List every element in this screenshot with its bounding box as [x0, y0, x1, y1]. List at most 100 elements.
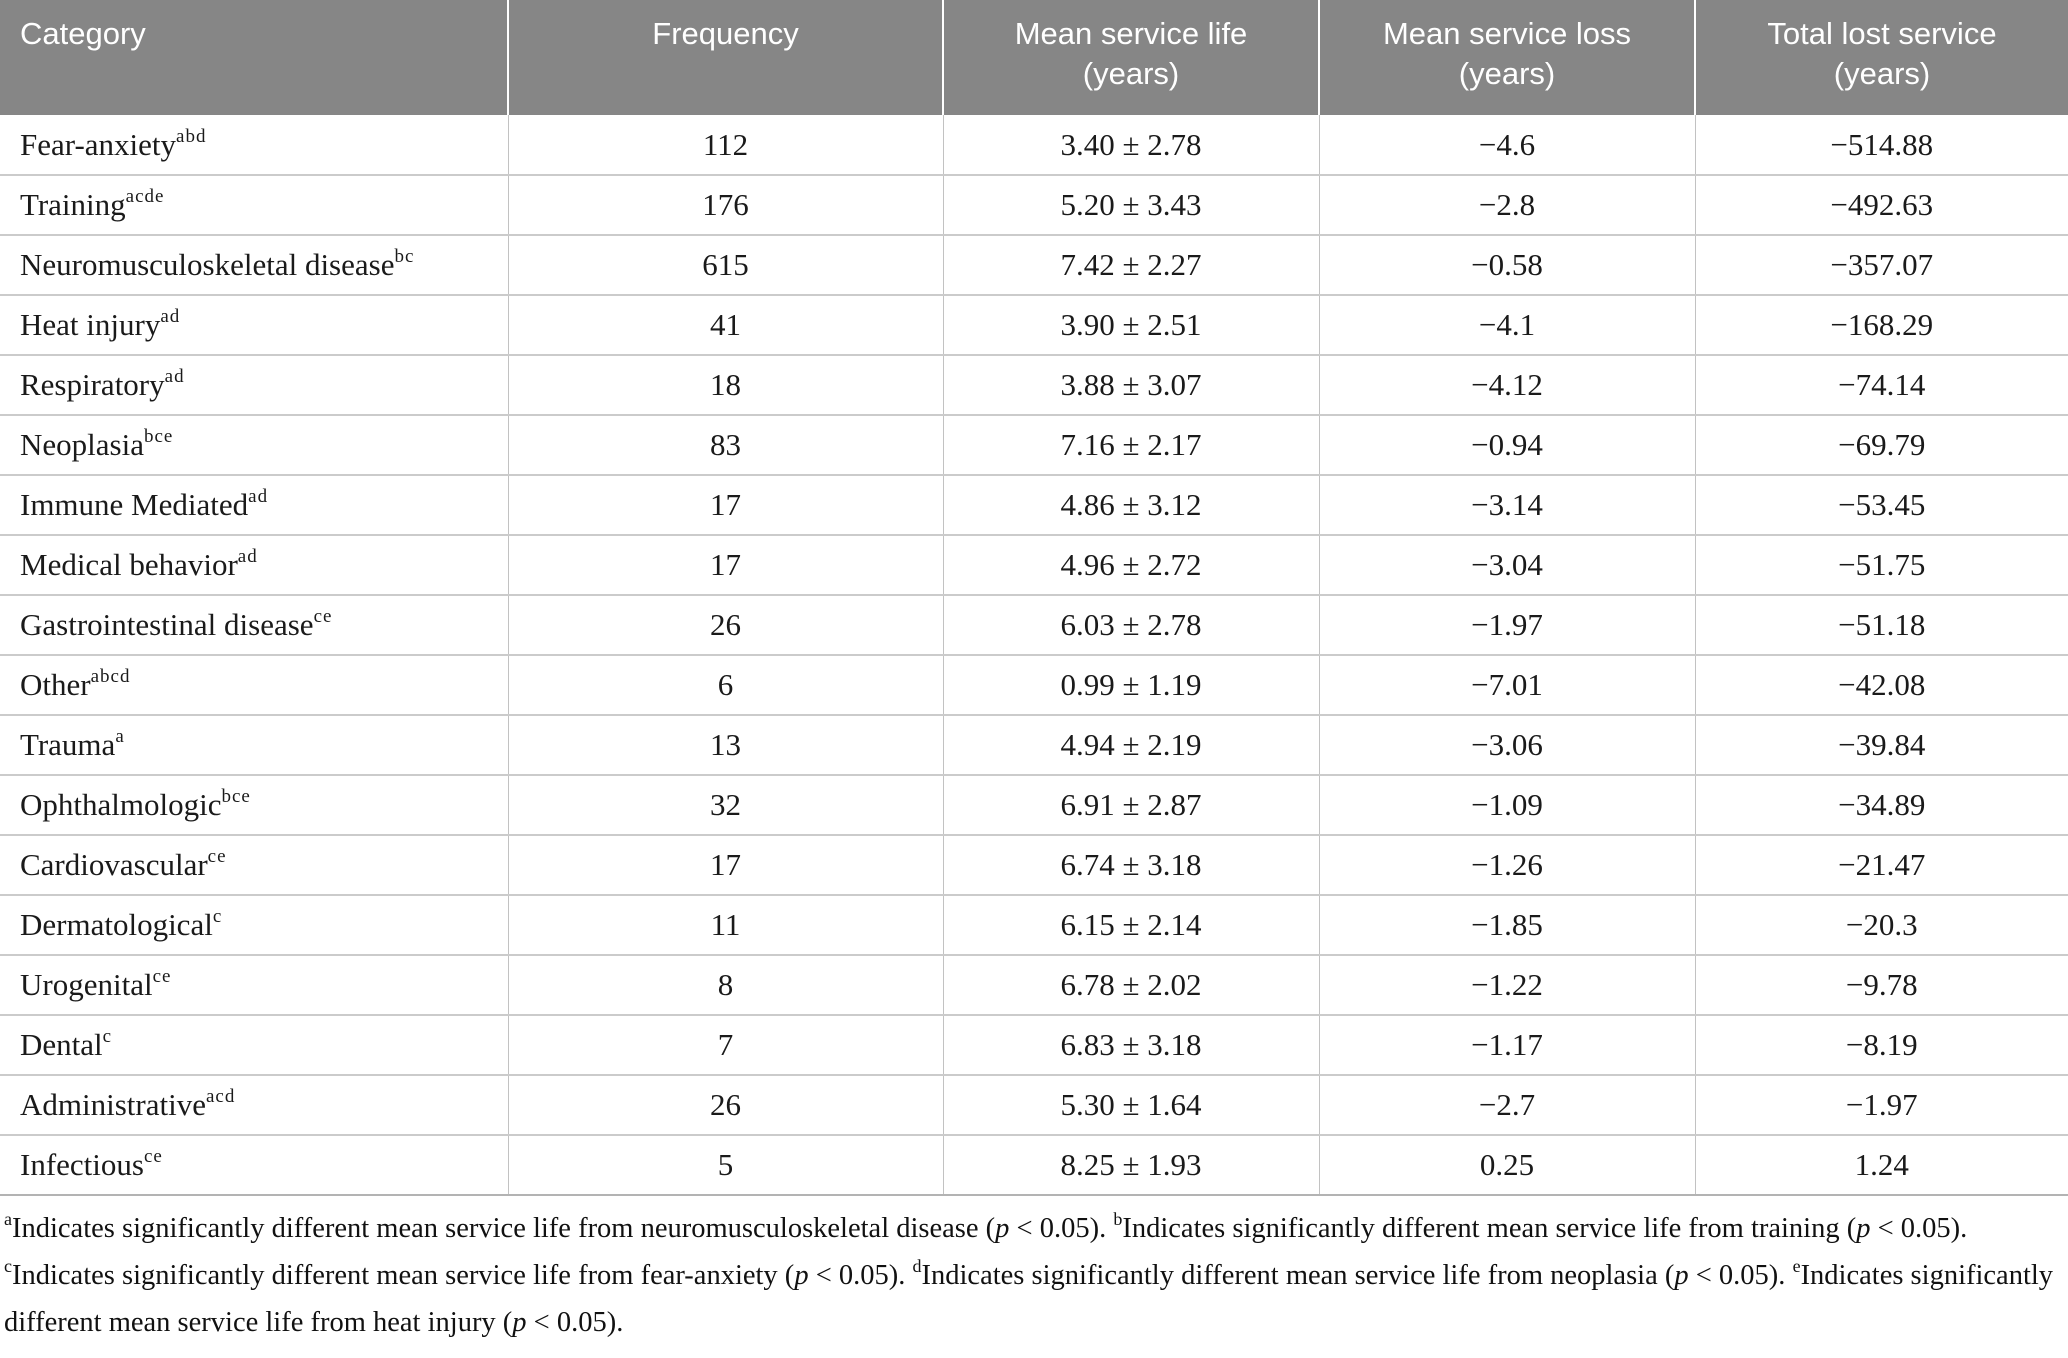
- cell-frequency: 5: [507, 1134, 943, 1196]
- cell-total_loss: −8.19: [1694, 1014, 2068, 1075]
- table-header-row: Category Frequency Mean service life (year…: [0, 0, 2068, 115]
- p-value-symbol: p: [1856, 1213, 1871, 1244]
- cell-category: Gastrointestinal diseasece: [0, 594, 508, 655]
- p-value-symbol: p: [512, 1307, 527, 1338]
- cell-mean_life: 6.74 ± 3.18: [942, 834, 1319, 895]
- cell-total_loss: −74.14: [1694, 354, 2068, 415]
- column-header-mean_life: Mean service life (years): [942, 0, 1319, 115]
- table-row: Respiratoryad 18 3.88 ± 3.07 −4.12 −74.14: [0, 354, 2068, 415]
- significance-markers: ce: [143, 1146, 163, 1167]
- cell-mean_life: 4.96 ± 2.72: [942, 534, 1319, 595]
- cell-category: Fear-anxietyabd: [0, 115, 508, 175]
- significance-markers: ad: [164, 366, 185, 387]
- cell-frequency: 7: [507, 1014, 943, 1075]
- cell-mean_loss: −1.17: [1318, 1014, 1695, 1075]
- table-body: Fear-anxietyabd 112 3.40 ± 2.78 −4.6 −514.88…: [0, 115, 2068, 1196]
- table-row: Administrativeacd 26 5.30 ± 1.64 −2.7 −1.97: [0, 1074, 2068, 1135]
- cell-frequency: 17: [507, 834, 943, 895]
- table-row: Fear-anxietyabd 112 3.40 ± 2.78 −4.6 −514.88: [0, 115, 2068, 175]
- cell-frequency: 13: [507, 714, 943, 775]
- cell-mean_life: 3.40 ± 2.78: [942, 115, 1319, 175]
- footnote-marker: d: [912, 1256, 922, 1276]
- cell-frequency: 6: [507, 654, 943, 715]
- cell-mean_life: 3.90 ± 2.51: [942, 294, 1319, 355]
- table-row: Medical behaviorad 17 4.96 ± 2.72 −3.04 −51.…: [0, 534, 2068, 595]
- cell-mean_life: 8.25 ± 1.93: [942, 1134, 1319, 1196]
- footnote-marker: e: [1792, 1256, 1801, 1276]
- significance-markers: bce: [143, 426, 174, 447]
- cell-mean_loss: −0.94: [1318, 414, 1695, 475]
- cell-mean_loss: −1.22: [1318, 954, 1695, 1015]
- cell-frequency: 41: [507, 294, 943, 355]
- cell-total_loss: −51.75: [1694, 534, 2068, 595]
- table-row: Immune Mediatedad 17 4.86 ± 3.12 −3.14 −53.4…: [0, 474, 2068, 535]
- cell-frequency: 11: [507, 894, 943, 955]
- table-row: Dentalc 7 6.83 ± 3.18 −1.17 −8.19: [0, 1014, 2068, 1075]
- cell-category: Cardiovascularce: [0, 834, 508, 895]
- cell-mean_loss: −1.09: [1318, 774, 1695, 835]
- footnote-marker: c: [4, 1256, 12, 1276]
- cell-mean_life: 4.86 ± 3.12: [942, 474, 1319, 535]
- cell-total_loss: −1.97: [1694, 1074, 2068, 1135]
- cell-mean_loss: −3.14: [1318, 474, 1695, 535]
- significance-markers: ce: [152, 966, 172, 987]
- cell-category: Immune Mediatedad: [0, 474, 508, 535]
- cell-mean_loss: −0.58: [1318, 234, 1695, 295]
- cell-mean_life: 5.20 ± 3.43: [942, 174, 1319, 235]
- cell-mean_life: 6.83 ± 3.18: [942, 1014, 1319, 1075]
- cell-frequency: 26: [507, 594, 943, 655]
- cell-category: Heat injuryad: [0, 294, 508, 355]
- p-value-symbol: p: [794, 1260, 809, 1291]
- cell-total_loss: −34.89: [1694, 774, 2068, 835]
- significance-markers: a: [115, 726, 125, 747]
- cell-category: Infectiousce: [0, 1134, 508, 1196]
- cell-mean_loss: −4.6: [1318, 115, 1695, 175]
- cell-category: Trainingacde: [0, 174, 508, 235]
- cell-mean_loss: −1.85: [1318, 894, 1695, 955]
- significance-markers: abd: [176, 125, 207, 147]
- cell-total_loss: −492.63: [1694, 174, 2068, 235]
- cell-category: Medical behaviorad: [0, 534, 508, 595]
- cell-frequency: 83: [507, 414, 943, 475]
- cell-mean_loss: −4.1: [1318, 294, 1695, 355]
- cell-total_loss: −42.08: [1694, 654, 2068, 715]
- footnote-marker: b: [1113, 1209, 1123, 1229]
- significance-markers: c: [212, 906, 223, 927]
- cell-mean_loss: −3.04: [1318, 534, 1695, 595]
- table-row: Gastrointestinal diseasece 26 6.03 ± 2.78−…: [0, 594, 2068, 655]
- cell-category: Administrativeacd: [0, 1074, 508, 1135]
- cell-mean_loss: −1.97: [1318, 594, 1695, 655]
- column-header-category: Category: [0, 0, 508, 115]
- significance-markers: abcd: [90, 666, 131, 687]
- significance-markers: bc: [394, 246, 415, 267]
- table-row: Heat injuryad 41 3.90 ± 2.51 −4.1 −168.29: [0, 294, 2068, 355]
- cell-category: Traumaa: [0, 714, 508, 775]
- cell-mean_life: 4.94 ± 2.19: [942, 714, 1319, 775]
- cell-mean_loss: −4.12: [1318, 354, 1695, 415]
- cell-total_loss: −53.45: [1694, 474, 2068, 535]
- cell-mean_loss: −2.8: [1318, 174, 1695, 235]
- cell-total_loss: −20.3: [1694, 894, 2068, 955]
- table-row: Infectiousce 5 8.25 ± 1.93 0.25 1.24: [0, 1134, 2068, 1196]
- cell-mean_life: 5.30 ± 1.64: [942, 1074, 1319, 1135]
- cell-category: Neoplasiabce: [0, 414, 508, 475]
- cell-total_loss: −514.88: [1694, 115, 2068, 175]
- cell-mean_life: 7.42 ± 2.27: [942, 234, 1319, 295]
- p-value-symbol: p: [1674, 1260, 1689, 1291]
- cell-mean_life: 7.16 ± 2.17: [942, 414, 1319, 475]
- cell-total_loss: −39.84: [1694, 714, 2068, 775]
- table-header: Category Frequency Mean service life (year…: [0, 0, 2068, 115]
- significance-markers: bce: [221, 786, 251, 807]
- significance-markers: ad: [248, 486, 269, 507]
- cell-mean_loss: 0.25: [1318, 1134, 1695, 1196]
- cell-category: Otherabcd: [0, 654, 508, 715]
- cell-category: Dermatologicalc: [0, 894, 508, 955]
- cell-frequency: 112: [507, 115, 943, 175]
- footnotes: aIndicates significantly different mean …: [4, 1209, 2054, 1338]
- cell-category: Respiratoryad: [0, 354, 508, 415]
- cell-mean_loss: −3.06: [1318, 714, 1695, 775]
- column-header-total_loss: Total lost service (years): [1694, 0, 2068, 115]
- cell-category: Ophthalmologicbce: [0, 774, 508, 835]
- service-life-table: Category Frequency Mean service life (year…: [0, 0, 2068, 1196]
- cell-total_loss: −51.18: [1694, 594, 2068, 655]
